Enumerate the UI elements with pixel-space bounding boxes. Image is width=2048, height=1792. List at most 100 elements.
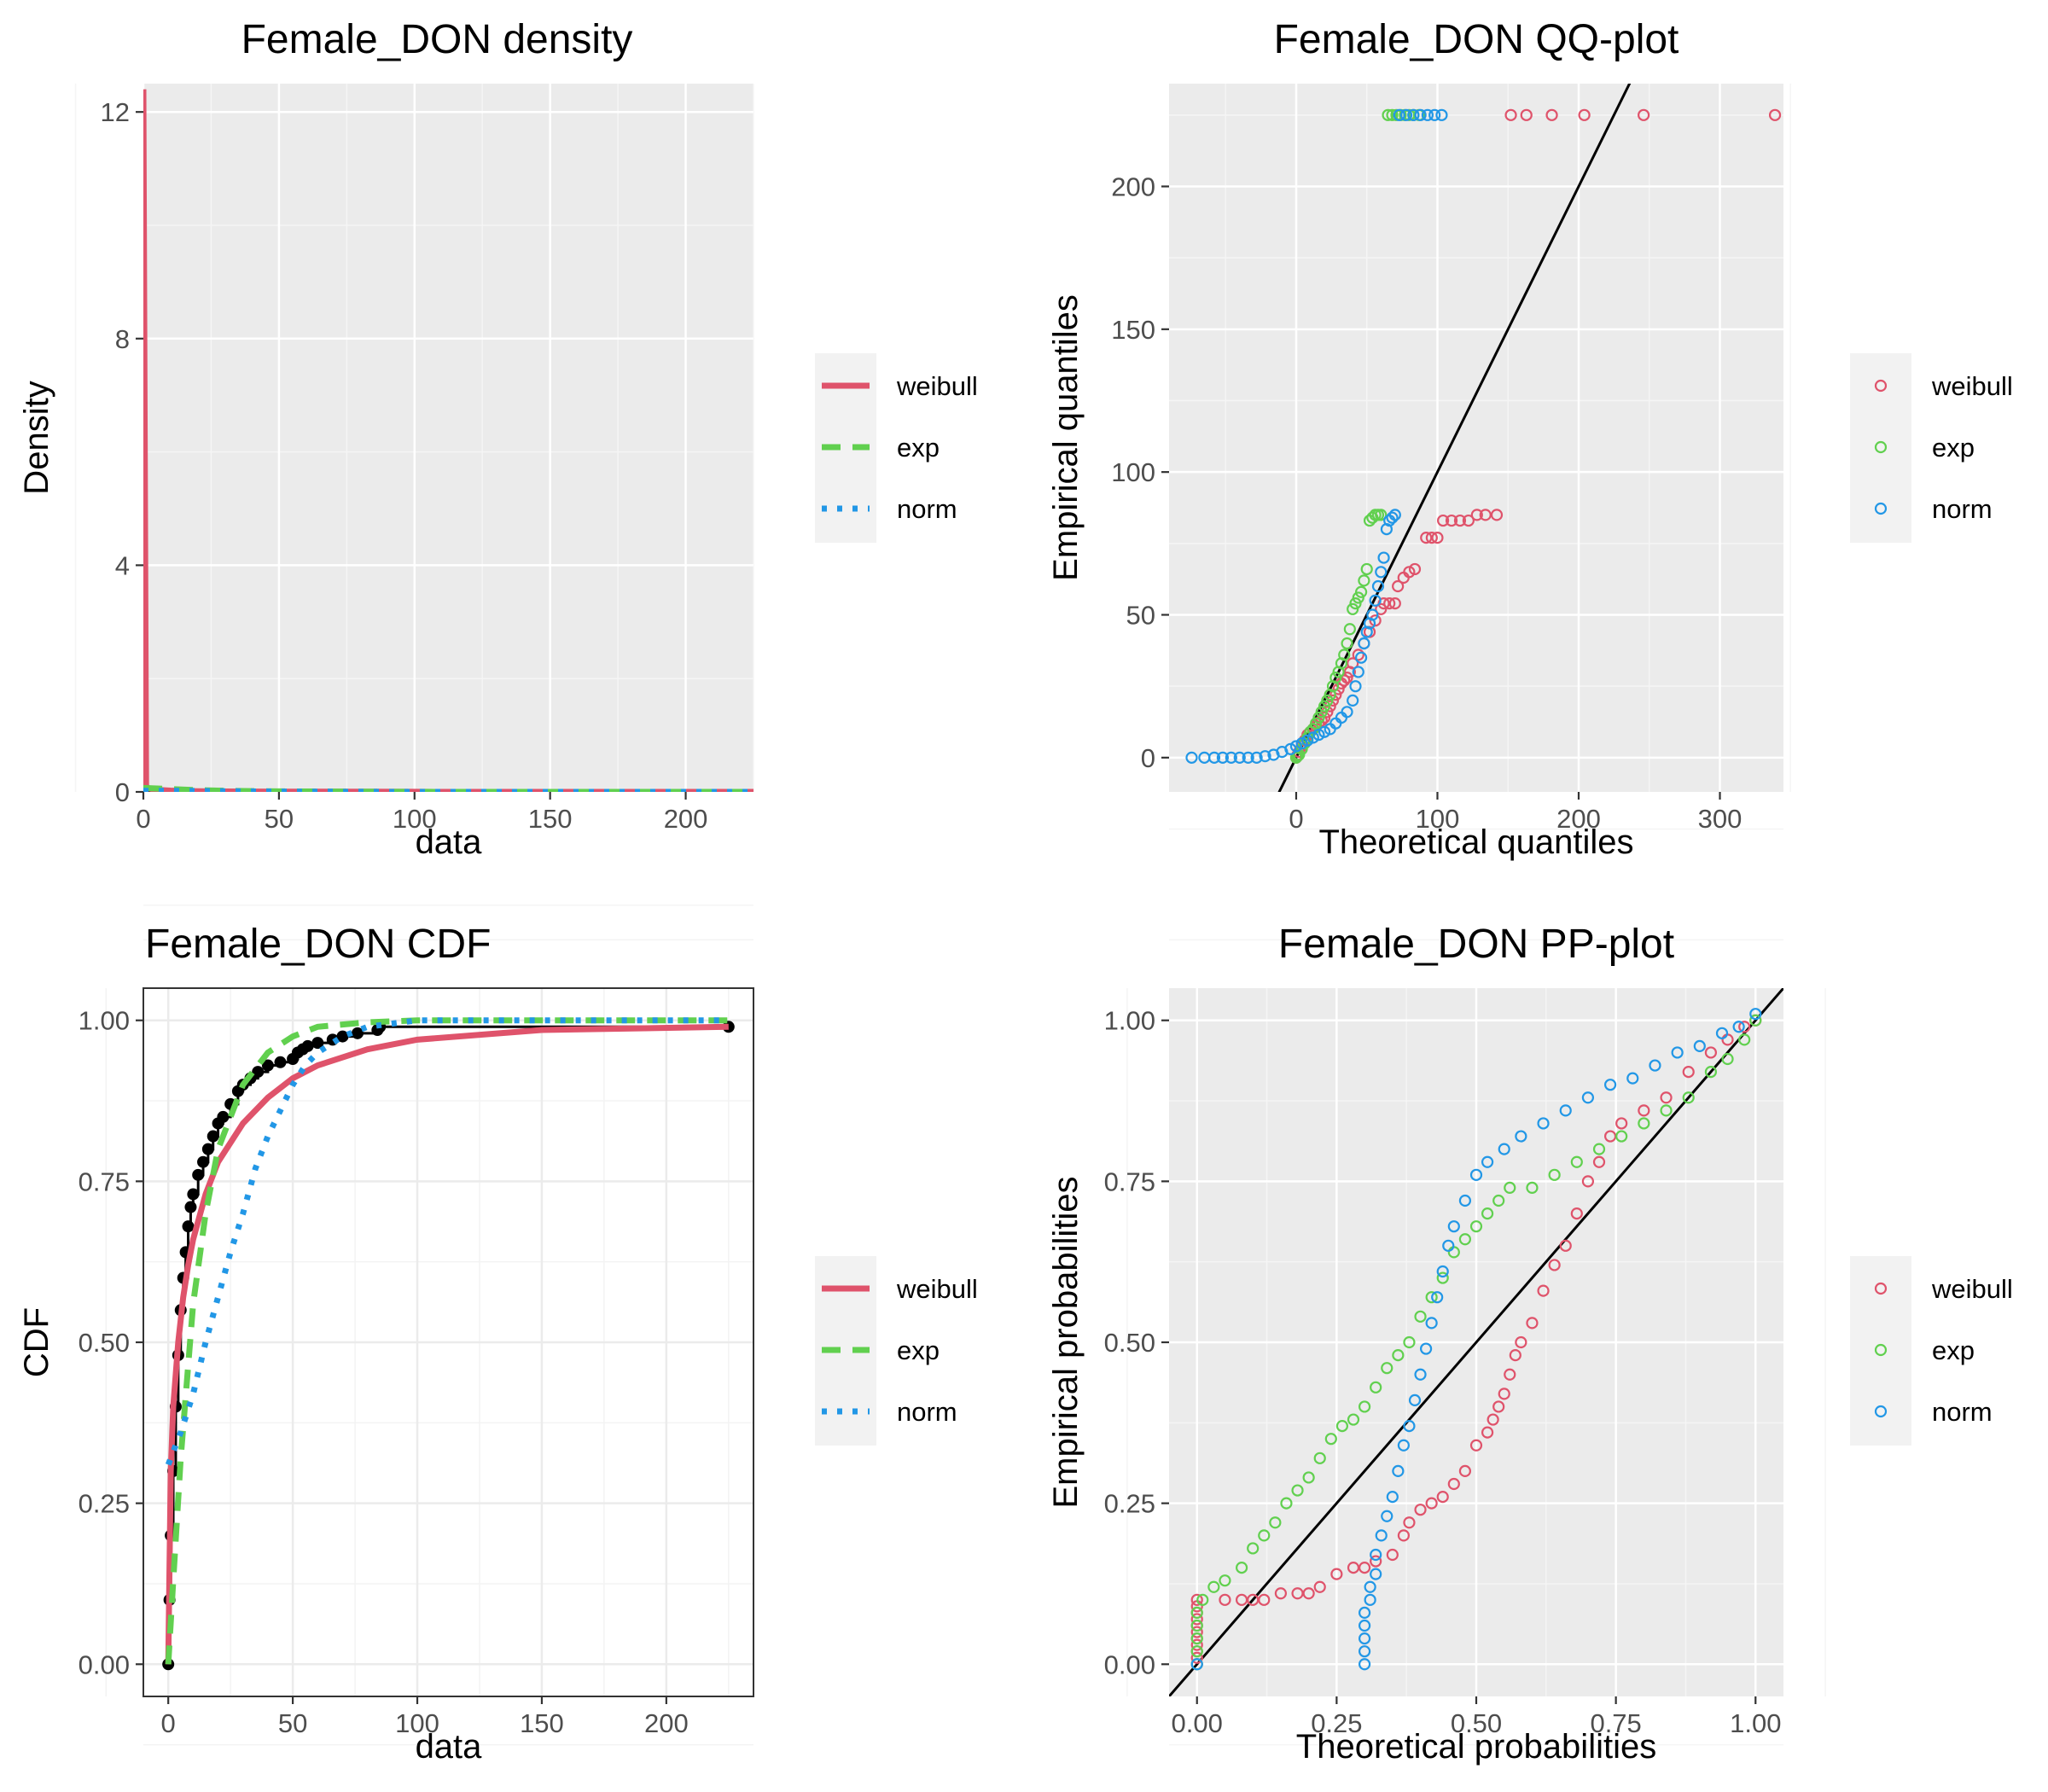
point-weibull xyxy=(1509,1348,1521,1362)
point-norm xyxy=(1369,594,1382,607)
y-tick-label: 0 xyxy=(1141,743,1155,773)
y-axis-label: Empirical probabilities xyxy=(1047,1176,1085,1508)
point-weibull xyxy=(1458,1464,1472,1478)
chart-title: Female_DON density xyxy=(241,17,633,62)
legend-label-exp: exp xyxy=(897,1335,940,1365)
point-weibull xyxy=(1479,509,1492,521)
y-tick-label: 0.00 xyxy=(1104,1649,1155,1679)
point-weibull xyxy=(1548,1259,1561,1271)
legend-key-weibull xyxy=(1874,379,1888,393)
reference-line xyxy=(1169,988,1783,1696)
point-norm xyxy=(1715,1027,1729,1039)
point-weibull xyxy=(1520,108,1533,121)
point-norm xyxy=(1381,1510,1393,1522)
point-weibull xyxy=(1447,1477,1460,1491)
point-exp xyxy=(1269,1516,1282,1529)
cdf-data-layer xyxy=(162,1017,735,1671)
point-norm xyxy=(1626,1072,1639,1085)
point-exp xyxy=(1381,1362,1393,1375)
x-tick-label: 0 xyxy=(136,804,150,834)
point-norm xyxy=(1435,108,1448,121)
point-norm xyxy=(1370,1568,1382,1580)
legend-key-weibull xyxy=(1874,1282,1888,1295)
x-axis-label: Theoretical quantiles xyxy=(1318,823,1633,861)
plot-background xyxy=(143,84,753,792)
point-norm xyxy=(1388,509,1401,521)
y-axis-label: CDF xyxy=(18,1307,55,1377)
point-weibull xyxy=(1436,1490,1449,1504)
point-weibull xyxy=(1768,108,1782,121)
point-norm xyxy=(1358,1645,1371,1658)
point-exp xyxy=(1592,1143,1606,1155)
point-exp xyxy=(1329,672,1342,684)
point-weibull xyxy=(1403,566,1416,579)
point-exp xyxy=(1349,597,1362,610)
empirical-point xyxy=(274,1056,287,1068)
y-tick-label: 50 xyxy=(1126,601,1155,631)
point-exp xyxy=(1310,717,1323,730)
point-norm xyxy=(1358,1619,1371,1632)
point-exp xyxy=(1315,706,1328,719)
empirical-point xyxy=(336,1030,349,1043)
point-exp xyxy=(1358,1400,1371,1413)
point-weibull xyxy=(1313,1580,1326,1593)
x-tick-label: 150 xyxy=(528,804,573,834)
point-norm xyxy=(1358,1658,1371,1671)
point-norm xyxy=(1190,1658,1203,1671)
point-exp xyxy=(1392,1348,1405,1362)
legend-label-weibull: weibull xyxy=(896,371,978,401)
point-exp xyxy=(1219,1574,1231,1587)
point-weibull xyxy=(1258,1593,1271,1606)
point-norm xyxy=(1408,1393,1422,1407)
legend-label-norm: norm xyxy=(897,494,957,524)
point-weibull xyxy=(1190,1651,1203,1664)
point-exp xyxy=(1207,1580,1220,1593)
point-weibull xyxy=(1592,1155,1606,1168)
legend-key-norm xyxy=(1874,1405,1888,1418)
point-exp xyxy=(1258,1529,1271,1542)
point-exp xyxy=(1347,602,1359,615)
point-exp xyxy=(1425,1291,1438,1304)
x-tick-label: 0 xyxy=(161,1708,176,1738)
point-weibull xyxy=(1504,108,1517,121)
point-exp xyxy=(1749,1014,1762,1027)
x-tick-label: 300 xyxy=(1698,804,1743,834)
legend-key-norm xyxy=(1874,502,1888,515)
point-norm xyxy=(1386,511,1399,524)
point-norm xyxy=(1185,751,1198,764)
point-exp xyxy=(1615,1130,1628,1143)
point-norm xyxy=(1603,1079,1617,1091)
pp-panel: 0.00 0.25 0.50 0.75 1.00 0.00 0.25 0.50 0.75 1.00… xyxy=(1047,922,2013,1766)
point-weibull xyxy=(1383,597,1396,610)
point-weibull xyxy=(1470,509,1483,521)
point-exp xyxy=(1504,1181,1516,1195)
point-norm xyxy=(1225,751,1237,764)
point-norm xyxy=(1358,1606,1371,1620)
point-weibull xyxy=(1704,1046,1718,1059)
point-weibull xyxy=(1638,1104,1650,1117)
point-norm xyxy=(1371,579,1385,593)
point-norm xyxy=(1347,694,1359,707)
empirical-point xyxy=(184,1201,197,1213)
point-weibull xyxy=(1660,1091,1673,1104)
x-tick-label: 200 xyxy=(664,804,708,834)
point-weibull xyxy=(1545,108,1558,121)
x-tick-label: 100 xyxy=(393,804,437,834)
point-exp xyxy=(1313,1452,1326,1464)
y-tick-label: 0.25 xyxy=(79,1489,130,1519)
point-exp xyxy=(1291,1484,1304,1497)
point-norm xyxy=(1259,750,1271,763)
point-exp xyxy=(1196,1593,1209,1606)
point-weibull xyxy=(1388,597,1401,610)
point-norm xyxy=(1671,1046,1684,1059)
y-tick-label: 0.75 xyxy=(1104,1167,1155,1196)
point-exp xyxy=(1704,1065,1718,1079)
point-norm xyxy=(1693,1039,1706,1053)
legend-label-exp: exp xyxy=(1932,433,1975,463)
point-exp xyxy=(1190,1632,1203,1645)
y-tick-label: 0.75 xyxy=(79,1167,130,1196)
y-axis-label: Density xyxy=(18,381,55,494)
x-axis-label: data xyxy=(416,1728,483,1766)
point-weibull xyxy=(1302,1587,1315,1600)
